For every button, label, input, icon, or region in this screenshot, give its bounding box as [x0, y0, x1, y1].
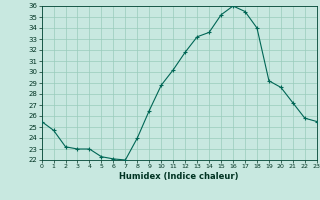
X-axis label: Humidex (Indice chaleur): Humidex (Indice chaleur): [119, 172, 239, 181]
